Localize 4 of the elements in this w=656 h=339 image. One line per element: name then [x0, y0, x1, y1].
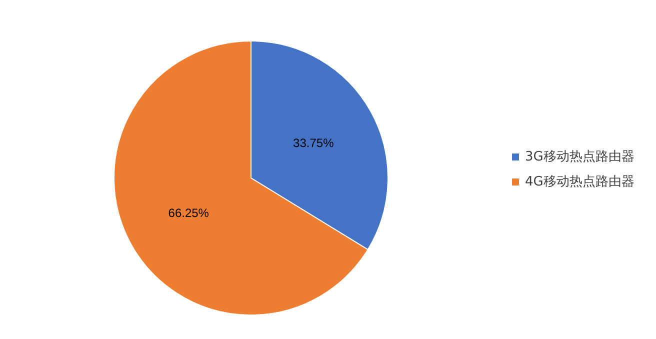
data-label: 66.25% [168, 206, 210, 220]
data-label: 33.75% [293, 136, 334, 150]
legend-label: 4G移动热点路由器 [525, 174, 634, 190]
legend-label: 3G移动热点路由器 [525, 150, 634, 164]
